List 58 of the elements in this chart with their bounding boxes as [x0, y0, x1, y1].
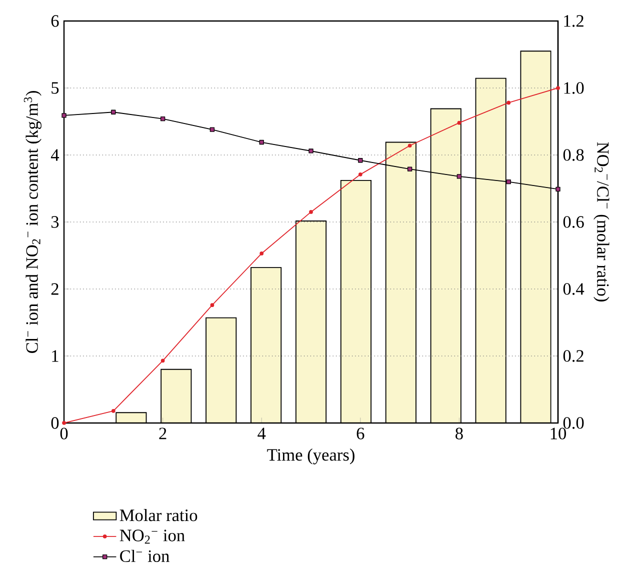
- x-axis-title: Time (years): [267, 448, 354, 464]
- y-tick-label: 1: [52, 350, 58, 362]
- y2-tick-label: 0.0: [563, 417, 584, 429]
- x-tick-label: 2: [159, 428, 166, 440]
- bar: [296, 220, 326, 423]
- y2-tick-label: 1.2: [564, 15, 584, 27]
- point: [111, 408, 116, 413]
- bar: [386, 142, 416, 423]
- point: [358, 172, 362, 176]
- legend-label: NO$_{2}$$^{−}$ ion: [120, 530, 185, 544]
- point: [308, 148, 314, 154]
- bar: [161, 369, 192, 423]
- y2-tick-label: 0.2: [563, 350, 584, 362]
- point: [160, 358, 165, 363]
- point: [210, 303, 214, 308]
- y2-tick-label: 0.6: [563, 216, 584, 228]
- point: [210, 127, 215, 132]
- point: [457, 120, 462, 125]
- y2-tick-label: 1.0: [564, 82, 584, 94]
- point: [556, 186, 560, 192]
- legend-label: Cl$^{−}$ ion: [120, 550, 170, 562]
- y-tick-label: 6: [51, 15, 59, 27]
- point: [111, 110, 116, 114]
- point: [259, 140, 264, 145]
- y-tick-label: 0: [51, 417, 59, 429]
- point: [407, 166, 412, 172]
- point: [456, 174, 462, 179]
- x-tick-label: 10: [550, 428, 566, 440]
- point: [160, 116, 166, 122]
- y-axis-title: Cl$^{−}$ ion and NO$_{2}$$^{−}$ ion content (kg/m$^{3}$): [24, 91, 42, 353]
- point: [506, 100, 511, 105]
- y-tick-label: 5: [52, 82, 59, 94]
- point: [260, 252, 264, 256]
- point: [309, 210, 313, 214]
- y-tick-label: 2: [51, 283, 58, 295]
- point: [408, 144, 412, 148]
- y2-axis-title: NO$_{2}$$^{−}$/Cl$^{−}$ (molar ratio): [594, 142, 610, 302]
- y-tick-label: 4: [50, 149, 60, 161]
- point: [62, 421, 66, 425]
- bar: [206, 318, 236, 423]
- x-tick-label: 4: [258, 428, 266, 440]
- bar: [430, 108, 461, 423]
- y2-tick-label: 0.8: [563, 149, 584, 161]
- point: [358, 158, 363, 163]
- point: [556, 86, 560, 90]
- point: [506, 179, 511, 184]
- bar: [250, 268, 282, 423]
- x-tick-label: 6: [356, 428, 364, 440]
- bar: [116, 412, 146, 423]
- bar: [520, 50, 552, 423]
- bar: [340, 180, 372, 423]
- bar: [476, 78, 506, 423]
- x-tick-label: 0: [60, 428, 68, 440]
- point: [62, 113, 66, 118]
- y-tick-label: 3: [51, 216, 59, 228]
- y2-tick-label: 0.4: [563, 283, 584, 295]
- legend-label: Molar ratio: [120, 508, 198, 522]
- x-tick-label: 8: [456, 428, 463, 440]
